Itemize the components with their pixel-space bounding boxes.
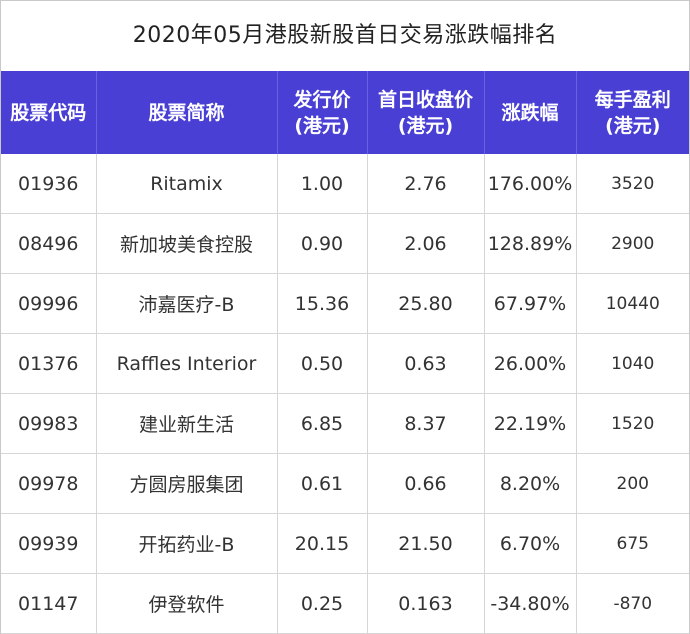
cell-code: 08496 <box>1 213 97 274</box>
table-row: 01147 伊登软件 0.25 0.163 -34.80% -870 <box>1 573 689 634</box>
header-name: 股票简称 <box>96 71 278 154</box>
cell-first-close: 0.66 <box>367 453 485 514</box>
cell-issue-price: 0.61 <box>277 453 368 514</box>
header-first-close: 首日收盘价 (港元) <box>367 71 485 154</box>
cell-name: 沛嘉医疗-B <box>96 273 278 334</box>
cell-lot-profit: 10440 <box>576 273 689 334</box>
cell-change: 67.97% <box>484 273 577 334</box>
header-lot-profit: 每手盈利 (港元) <box>576 71 689 154</box>
table-row: 09978 方圆房服集团 0.61 0.66 8.20% 200 <box>1 453 689 514</box>
chart-title: 2020年05月港股新股首日交易涨跌幅排名 <box>132 23 558 48</box>
cell-code: 01147 <box>1 573 97 634</box>
ipo-table: 股票代码 股票简称 发行价 (港元) 首日收盘价 (港元) 涨跌幅 每手盈利 (港元)… <box>1 71 689 634</box>
cell-issue-price: 6.85 <box>277 393 368 454</box>
cell-issue-price: 0.90 <box>277 213 368 274</box>
cell-first-close: 2.06 <box>367 213 485 274</box>
cell-lot-profit: 3520 <box>576 154 689 214</box>
cell-first-close: 21.50 <box>367 513 485 574</box>
cell-issue-price: 0.50 <box>277 333 368 394</box>
cell-change: -34.80% <box>484 573 577 634</box>
cell-issue-price: 15.36 <box>277 273 368 334</box>
cell-first-close: 25.80 <box>367 273 485 334</box>
table-row: 08496 新加坡美食控股 0.90 2.06 128.89% 2900 <box>1 213 689 274</box>
cell-name: 方圆房服集团 <box>96 453 278 514</box>
table-row: 09939 开拓药业-B 20.15 21.50 6.70% 675 <box>1 513 689 574</box>
cell-lot-profit: 200 <box>576 453 689 514</box>
cell-change: 6.70% <box>484 513 577 574</box>
cell-change: 8.20% <box>484 453 577 514</box>
table-row: 01376 Raffles Interior 0.50 0.63 26.00% 1040 <box>1 333 689 394</box>
cell-lot-profit: 1520 <box>576 393 689 454</box>
cell-lot-profit: -870 <box>576 573 689 634</box>
cell-name: 建业新生活 <box>96 393 278 454</box>
header-issue-price: 发行价 (港元) <box>277 71 368 154</box>
cell-issue-price: 1.00 <box>277 154 368 214</box>
table-row: 09983 建业新生活 6.85 8.37 22.19% 1520 <box>1 393 689 454</box>
cell-code: 09983 <box>1 393 97 454</box>
cell-name: Ritamix <box>96 154 278 214</box>
cell-code: 01376 <box>1 333 97 394</box>
table-row: 09996 沛嘉医疗-B 15.36 25.80 67.97% 10440 <box>1 273 689 334</box>
table-body: 01936 Ritamix 1.00 2.76 176.00% 3520 08496 新加坡美… <box>1 154 689 634</box>
cell-name: 伊登软件 <box>96 573 278 634</box>
cell-first-close: 2.76 <box>367 154 485 214</box>
cell-change: 176.00% <box>484 154 577 214</box>
cell-first-close: 8.37 <box>367 393 485 454</box>
cell-lot-profit: 675 <box>576 513 689 574</box>
cell-change: 128.89% <box>484 213 577 274</box>
header-code: 股票代码 <box>1 71 97 154</box>
cell-name: 开拓药业-B <box>96 513 278 574</box>
cell-first-close: 0.163 <box>367 573 485 634</box>
cell-issue-price: 20.15 <box>277 513 368 574</box>
header-change: 涨跌幅 <box>484 71 577 154</box>
cell-code: 09996 <box>1 273 97 334</box>
table-header-row: 股票代码 股票简称 发行价 (港元) 首日收盘价 (港元) 涨跌幅 每手盈利 (港元) <box>1 71 689 154</box>
cell-code: 01936 <box>1 154 97 214</box>
table-row: 01936 Ritamix 1.00 2.76 176.00% 3520 <box>1 154 689 214</box>
cell-issue-price: 0.25 <box>277 573 368 634</box>
cell-name: 新加坡美食控股 <box>96 213 278 274</box>
cell-lot-profit: 2900 <box>576 213 689 274</box>
cell-code: 09978 <box>1 453 97 514</box>
cell-change: 26.00% <box>484 333 577 394</box>
cell-lot-profit: 1040 <box>576 333 689 394</box>
cell-code: 09939 <box>1 513 97 574</box>
cell-name: Raffles Interior <box>96 333 278 394</box>
cell-change: 22.19% <box>484 393 577 454</box>
cell-first-close: 0.63 <box>367 333 485 394</box>
